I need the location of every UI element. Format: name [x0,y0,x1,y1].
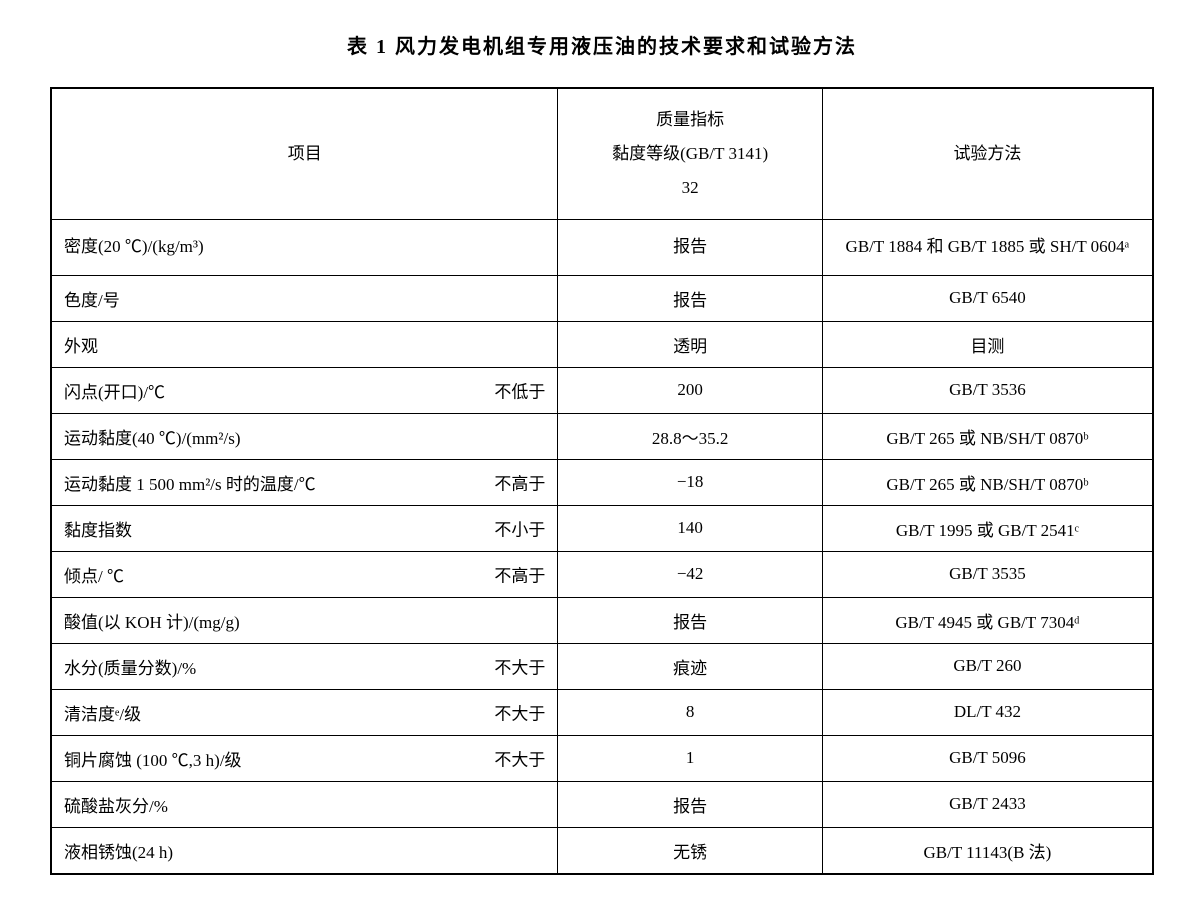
cell-item: 外观 [51,321,558,367]
cell-item: 倾点/ ℃ 不高于 [51,551,558,597]
cell-value: 无锈 [558,827,822,874]
table-row: 色度/号 报告GB/T 6540 [51,275,1153,321]
cell-item: 闪点(开口)/℃ 不低于 [51,367,558,413]
item-qualifier: 不大于 [494,700,545,725]
cell-method: 目测 [822,321,1153,367]
cell-method: GB/T 4945 或 GB/T 7304ᵈ [822,597,1153,643]
table-row: 水分(质量分数)/% 不大于痕迹GB/T 260 [51,643,1153,689]
cell-item: 硫酸盐灰分/% [51,781,558,827]
cell-value: 报告 [558,781,822,827]
table-row: 黏度指数 不小于 140GB/T 1995 或 GB/T 2541ᶜ [51,505,1153,551]
cell-item: 清洁度ᵉ/级 不大于 [51,689,558,735]
table-row: 运动黏度(40 ℃)/(mm²/s) 28.8～35.2GB/T 265 或 NB… [51,413,1153,459]
item-qualifier: 不高于 [494,470,545,495]
cell-item: 色度/号 [51,275,558,321]
cell-method: GB/T 2433 [822,781,1153,827]
item-text: 密度(20 ℃)/(kg/m³) [64,237,204,256]
item-text: 液相锈蚀(24 h) [64,843,173,862]
cell-method: GB/T 1995 或 GB/T 2541ᶜ [822,505,1153,551]
item-text: 酸值(以 KOH 计)/(mg/g) [64,613,240,632]
cell-value: 1 [558,735,822,781]
cell-value: 8 [558,689,822,735]
table-row: 铜片腐蚀 (100 ℃,3 h)/级 不大于 1GB/T 5096 [51,735,1153,781]
header-item: 项目 [51,88,558,220]
cell-item: 黏度指数 不小于 [51,505,558,551]
cell-method: GB/T 265 或 NB/SH/T 0870ᵇ [822,413,1153,459]
item-text: 色度/号 [64,291,120,310]
table-title: 表 1 风力发电机组专用液压油的技术要求和试验方法 [50,30,1154,59]
item-text: 铜片腐蚀 (100 ℃,3 h)/级 [64,751,242,770]
cell-method: GB/T 5096 [822,735,1153,781]
header-method: 试验方法 [822,88,1153,220]
cell-value: 200 [558,367,822,413]
item-text: 清洁度ᵉ/级 [64,705,141,724]
cell-value: 140 [558,505,822,551]
cell-method: GB/T 1884 和 GB/T 1885 或 SH/T 0604ᵃ [822,220,1153,276]
cell-item: 铜片腐蚀 (100 ℃,3 h)/级 不大于 [51,735,558,781]
table-row: 液相锈蚀(24 h) 无锈GB/T 11143(B 法) [51,827,1153,874]
table-row: 酸值(以 KOH 计)/(mg/g) 报告GB/T 4945 或 GB/T 730… [51,597,1153,643]
header-quality: 质量指标 黏度等级(GB/T 3141) 32 [558,88,822,220]
table-row: 倾点/ ℃ 不高于 −42GB/T 3535 [51,551,1153,597]
item-qualifier: 不高于 [494,562,545,587]
item-text: 运动黏度(40 ℃)/(mm²/s) [64,429,241,448]
cell-method: GB/T 3535 [822,551,1153,597]
cell-value: 痕迹 [558,643,822,689]
cell-value: −42 [558,551,822,597]
cell-value: −18 [558,459,822,505]
item-qualifier: 不小于 [494,516,545,541]
item-text: 硫酸盐灰分/% [64,797,168,816]
item-text: 外观 [64,337,98,356]
table-row: 清洁度ᵉ/级 不大于 8DL/T 432 [51,689,1153,735]
item-qualifier: 不大于 [494,746,545,771]
cell-method: GB/T 260 [822,643,1153,689]
cell-method: GB/T 265 或 NB/SH/T 0870ᵇ [822,459,1153,505]
cell-method: DL/T 432 [822,689,1153,735]
table-row: 密度(20 ℃)/(kg/m³) 报告GB/T 1884 和 GB/T 1885 … [51,220,1153,276]
cell-value: 28.8～35.2 [558,413,822,459]
table-row: 运动黏度 1 500 mm²/s 时的温度/℃ 不高于 −18GB/T 265 或 … [51,459,1153,505]
header-quality-line2: 黏度等级(GB/T 3141) [570,137,809,171]
cell-method: GB/T 6540 [822,275,1153,321]
table-header-row: 项目 质量指标 黏度等级(GB/T 3141) 32 试验方法 [51,88,1153,220]
item-text: 倾点/ ℃ [64,567,124,586]
cell-item: 液相锈蚀(24 h) [51,827,558,874]
cell-item: 酸值(以 KOH 计)/(mg/g) [51,597,558,643]
cell-value: 报告 [558,597,822,643]
cell-item: 运动黏度(40 ℃)/(mm²/s) [51,413,558,459]
item-text: 闪点(开口)/℃ [64,383,165,402]
cell-value: 透明 [558,321,822,367]
cell-item: 水分(质量分数)/% 不大于 [51,643,558,689]
cell-method: GB/T 3536 [822,367,1153,413]
item-qualifier: 不大于 [494,654,545,679]
cell-value: 报告 [558,220,822,276]
item-text: 水分(质量分数)/% [64,659,196,678]
table-body: 密度(20 ℃)/(kg/m³)报告GB/T 1884 和 GB/T 1885 … [51,220,1153,874]
item-text: 黏度指数 [64,521,132,540]
table-row: 硫酸盐灰分/% 报告GB/T 2433 [51,781,1153,827]
cell-item: 密度(20 ℃)/(kg/m³) [51,220,558,276]
cell-method: GB/T 11143(B 法) [822,827,1153,874]
cell-item: 运动黏度 1 500 mm²/s 时的温度/℃ 不高于 [51,459,558,505]
spec-table: 项目 质量指标 黏度等级(GB/T 3141) 32 试验方法 密度(20 ℃)… [50,87,1154,875]
cell-value: 报告 [558,275,822,321]
item-text: 运动黏度 1 500 mm²/s 时的温度/℃ [64,475,316,494]
header-quality-line1: 质量指标 [570,103,809,137]
item-qualifier: 不低于 [494,378,545,403]
table-row: 闪点(开口)/℃ 不低于 200GB/T 3536 [51,367,1153,413]
header-quality-line3: 32 [570,171,809,205]
table-row: 外观 透明目测 [51,321,1153,367]
